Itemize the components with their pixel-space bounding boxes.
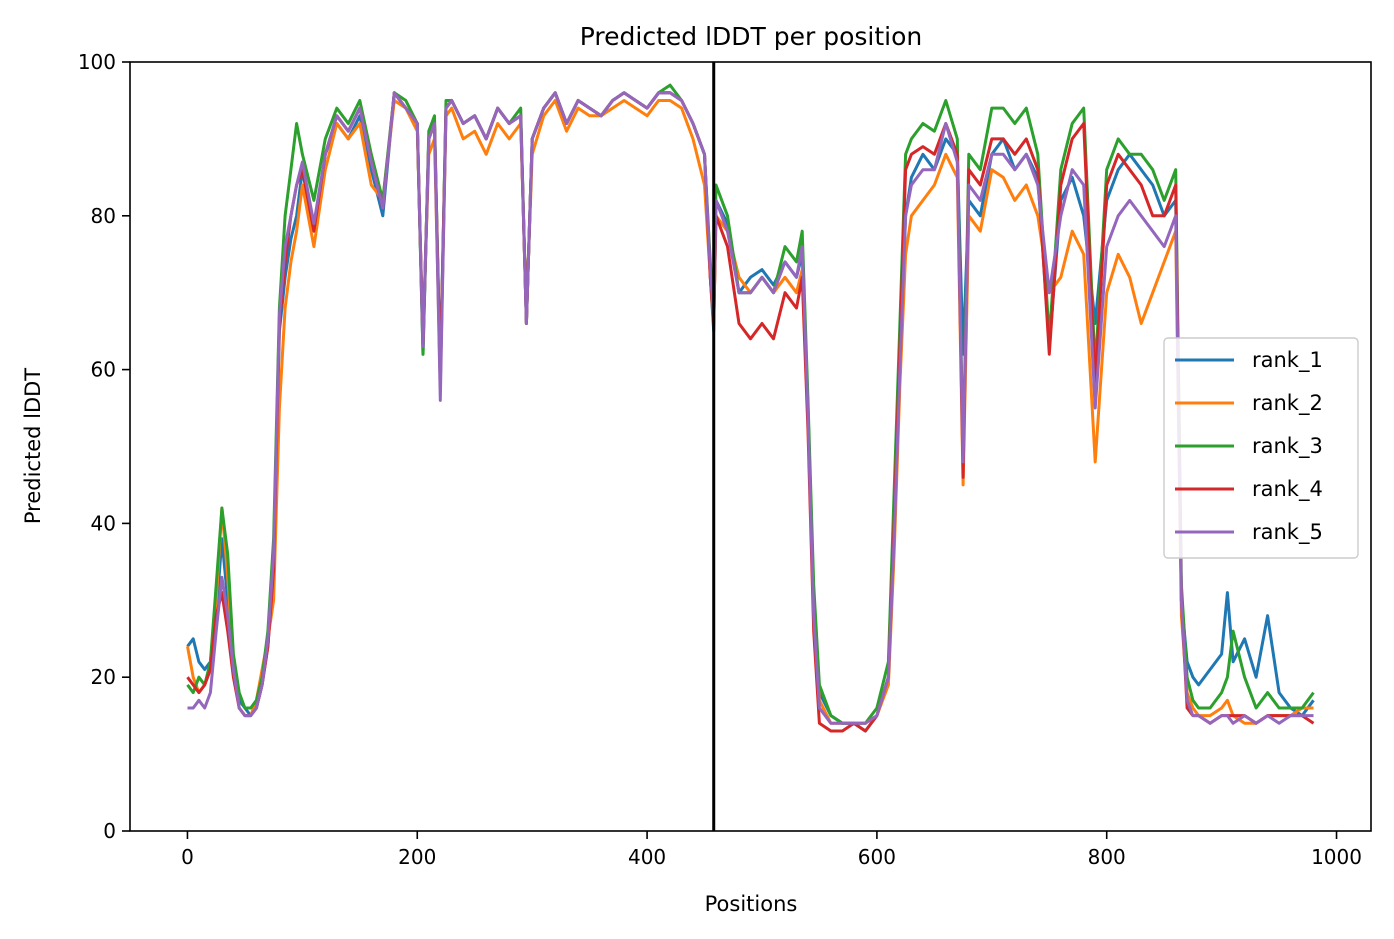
x-tick-label: 200 (398, 845, 436, 869)
x-tick-label: 400 (628, 845, 666, 869)
x-tick-label: 600 (858, 845, 896, 869)
legend-box (1163, 337, 1359, 559)
y-tick-label: 20 (91, 665, 116, 689)
x-axis-label: Positions (705, 892, 798, 916)
y-tick-label: 80 (91, 204, 116, 228)
legend-label: rank_5 (1252, 520, 1323, 545)
legend-label: rank_3 (1252, 434, 1323, 459)
x-tick-label: 1000 (1311, 845, 1362, 869)
legend-label: rank_1 (1252, 348, 1323, 373)
plot-area (129, 61, 1372, 832)
x-axis: 0 200 400 600 800 1000 (181, 831, 1362, 869)
legend: rank_1 rank_2 rank_3 rank_4 rank_5 (1163, 337, 1359, 559)
y-axis: 0 20 40 60 80 100 (78, 50, 130, 843)
y-tick-label: 100 (78, 50, 116, 74)
legend-label: rank_4 (1252, 477, 1323, 502)
x-tick-label: 0 (181, 845, 194, 869)
y-tick-label: 0 (103, 819, 116, 843)
y-tick-label: 40 (91, 511, 116, 535)
legend-label: rank_2 (1252, 391, 1323, 416)
y-axis-label: Predicted lDDT (21, 368, 45, 524)
chart-title: Predicted lDDT per position (580, 22, 922, 51)
plot-frame (129, 61, 1372, 832)
x-tick-label: 800 (1088, 845, 1126, 869)
y-tick-label: 60 (91, 358, 116, 382)
